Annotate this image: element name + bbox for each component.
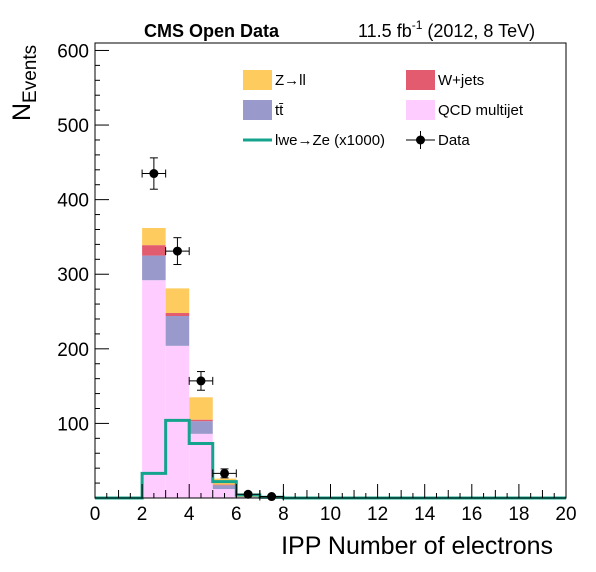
x-tick-label-20: 20 (555, 504, 576, 525)
bar-series3-bin3 (165, 288, 190, 314)
bar-series3-bin2 (142, 227, 166, 246)
y-tick-label-100: 100 (57, 414, 89, 435)
luminosity-tail: (2012, 8 TeV) (422, 21, 535, 41)
bar-series3-bin4 (189, 397, 213, 420)
bar-series2-bin4 (189, 419, 213, 422)
legend-label-1: W+jets (438, 72, 484, 89)
y-axis-title-main: N (8, 103, 36, 121)
y-axis: 100 200 300 400 500 600 (57, 41, 109, 499)
x-tick-label-14: 14 (414, 504, 436, 525)
x-tick-label-4: 4 (184, 504, 195, 525)
bar-series1-bin4 (189, 421, 213, 434)
data-point-0 (149, 169, 159, 179)
legend-label-0: Z→ll (275, 72, 306, 89)
legend-label-3: QCD multijet (438, 102, 524, 119)
x-tick-label-16: 16 (461, 504, 482, 525)
luminosity-value: 11.5 fb (358, 21, 412, 41)
bar-series1-bin2 (142, 255, 166, 281)
bar-series1-bin5 (212, 485, 237, 490)
y-tick-label-300: 300 (57, 265, 89, 286)
legend-swatch-3 (406, 100, 435, 120)
x-tick-label-12: 12 (367, 504, 388, 525)
y-tick-label-600: 600 (57, 41, 89, 62)
x-tick-label-6: 6 (231, 504, 242, 525)
x-tick-label-10: 10 (320, 504, 341, 525)
x-axis-title: IPP Number of electrons (281, 532, 553, 560)
x-tick-label-0: 0 (90, 504, 101, 525)
legend-label-5: Data (438, 132, 470, 149)
data-point-3 (220, 468, 230, 478)
y-axis-title: NEvents (8, 45, 41, 121)
experiment-label: CMS Open Data (144, 21, 280, 41)
legend: Z→ll W+jets tt̄ QCD multijet lwe→Ze (x1000) D… (243, 70, 524, 149)
luminosity-label: 11.5 fb-1 (2012, 8 TeV) (358, 18, 535, 41)
legend-label-4: lwe→Ze (x1000) (275, 132, 385, 149)
x-tick-label-8: 8 (278, 504, 289, 525)
y-tick-label-500: 500 (57, 116, 89, 137)
legend-swatch-5 (416, 135, 425, 145)
bar-series1-bin3 (165, 316, 190, 346)
legend-swatch-2 (243, 100, 272, 120)
bar-series2-bin5 (212, 484, 237, 486)
bar-series0-bin2 (142, 280, 166, 498)
x-tick-label-18: 18 (508, 504, 529, 525)
y-axis-title-sub: Events (20, 45, 41, 103)
data-point-1 (172, 246, 182, 256)
y-tick-label-400: 400 (57, 191, 89, 212)
legend-label-2: tt̄ (275, 102, 284, 119)
luminosity-exponent: -1 (412, 18, 423, 32)
bar-series2-bin2 (142, 245, 166, 256)
bar-series2-bin3 (165, 313, 190, 316)
bar-series0-bin4 (189, 433, 213, 498)
data-point-2 (196, 376, 206, 386)
legend-swatch-1 (406, 70, 435, 90)
stacked-bars (142, 227, 260, 498)
legend-swatch-0 (243, 70, 272, 90)
x-tick-label-2: 2 (137, 504, 148, 525)
y-tick-label-200: 200 (57, 340, 89, 361)
x-axis: 0 2 4 6 8 10 12 14 16 18 20 (90, 484, 577, 525)
